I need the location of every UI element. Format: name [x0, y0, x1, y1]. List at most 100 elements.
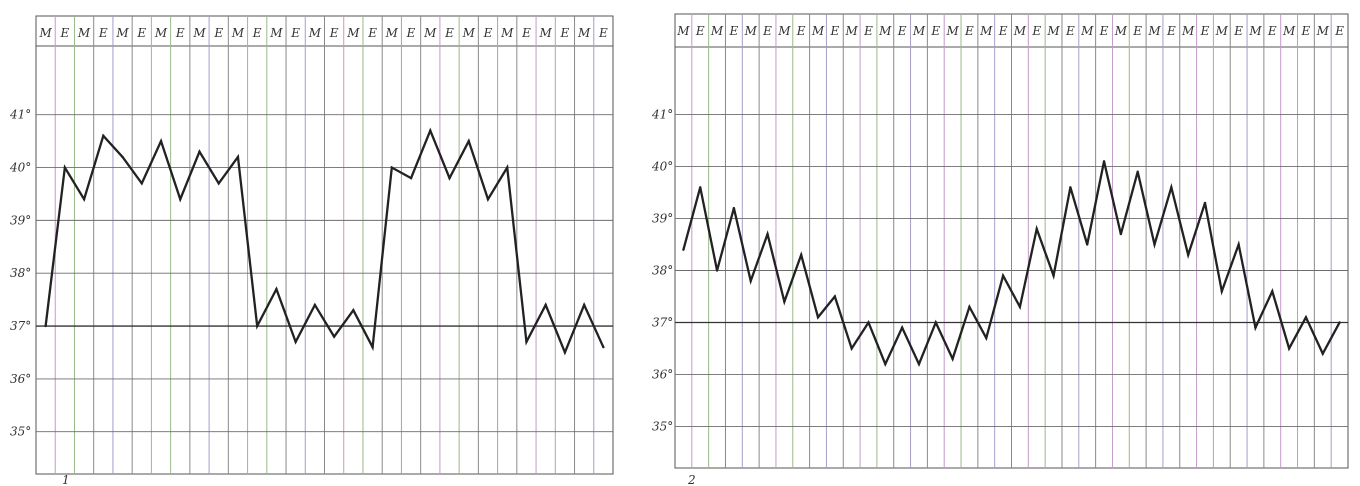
column-header-label: E — [560, 26, 570, 40]
column-header-label: M — [154, 26, 168, 40]
data-point — [140, 182, 143, 185]
data-point — [1001, 274, 1005, 277]
data-point — [1153, 243, 1156, 246]
column-header-label: M — [945, 24, 959, 38]
data-point — [332, 335, 336, 338]
data-point — [217, 182, 220, 185]
data-point — [82, 198, 86, 201]
data-point — [563, 351, 567, 354]
data-point — [255, 324, 259, 328]
column-header-label: M — [308, 26, 322, 40]
column-header-label: E — [1166, 24, 1176, 38]
y-tick-label: 41° — [9, 108, 31, 122]
data-point — [1035, 227, 1038, 231]
figure-number: 1 — [62, 473, 70, 486]
y-tick-label: 35° — [652, 419, 673, 433]
column-header-label: E — [1301, 24, 1311, 38]
y-tick-label: 38° — [652, 263, 673, 277]
column-header-label: E — [252, 26, 262, 40]
column-header-label: E — [729, 24, 739, 38]
column-header-label: E — [59, 26, 69, 40]
column-header-label: M — [777, 24, 791, 38]
data-point — [985, 336, 988, 340]
column-header-label: M — [878, 24, 892, 38]
column-header-label: M — [500, 26, 514, 40]
column-header-label: E — [1065, 24, 1075, 38]
column-header-label: M — [423, 26, 437, 40]
column-header-label: M — [1282, 24, 1296, 38]
y-tick-label: 38° — [10, 266, 31, 280]
data-point — [102, 134, 105, 138]
column-header-label: M — [1147, 24, 1161, 38]
column-header-label: M — [115, 26, 129, 40]
column-header-label: E — [98, 26, 108, 40]
data-point — [1086, 243, 1089, 246]
data-point — [816, 316, 820, 319]
data-point — [1220, 290, 1224, 293]
data-point — [467, 139, 470, 143]
column-header-label: E — [1334, 24, 1344, 38]
y-tick-label: 36° — [652, 367, 673, 381]
y-tick-label: 35° — [10, 425, 31, 439]
column-header-label: M — [1181, 24, 1195, 38]
column-header-label: M — [710, 24, 724, 38]
column-header-label: E — [290, 26, 300, 40]
column-header-label: M — [1013, 24, 1027, 38]
column-header-label: M — [1248, 24, 1262, 38]
column-header-label: E — [998, 24, 1008, 38]
column-header-label: M — [385, 26, 399, 40]
data-point — [409, 176, 413, 180]
column-header-label: E — [1031, 24, 1041, 38]
data-point — [900, 326, 904, 329]
column-header-label: M — [38, 26, 52, 40]
data-point — [352, 308, 355, 312]
column-header-label: M — [1114, 24, 1128, 38]
data-point — [1321, 352, 1324, 355]
data-point — [1338, 321, 1341, 324]
data-point — [1271, 290, 1274, 293]
column-header-label: E — [483, 26, 493, 40]
figure-number: 2 — [687, 473, 696, 486]
data-point — [783, 300, 786, 303]
column-header-label: E — [897, 24, 907, 38]
data-point — [1102, 160, 1106, 163]
data-point — [198, 150, 201, 153]
chart-1: M E M E M E M E M E M E M E M E M E M E M E M E M E M E M E41°40°39°3… — [9, 15, 614, 486]
column-header-label: M — [912, 24, 926, 38]
column-header-label: M — [1215, 24, 1229, 38]
column-header-label: E — [796, 24, 806, 38]
column-header-label: E — [329, 26, 339, 40]
data-point — [159, 139, 163, 143]
data-point — [275, 287, 278, 291]
temperature-series-line — [44, 127, 605, 356]
data-point — [884, 362, 887, 366]
data-point — [506, 166, 509, 169]
data-point — [1304, 316, 1308, 319]
data-point — [1069, 186, 1072, 189]
data-point — [951, 357, 954, 361]
data-point — [917, 362, 921, 366]
column-header-label: E — [829, 24, 839, 38]
column-header-label: E — [863, 24, 873, 38]
column-header-label: E — [136, 26, 146, 40]
column-header-label: E — [598, 26, 608, 40]
column-header-label: M — [979, 24, 993, 38]
data-point — [602, 345, 605, 349]
y-tick-label: 36° — [10, 372, 31, 386]
y-tick-label: 41° — [651, 108, 673, 122]
data-point — [236, 155, 240, 159]
column-header-label: E — [1099, 24, 1109, 38]
data-point — [525, 340, 528, 344]
y-tick-label: 37° — [652, 315, 673, 329]
column-header-label: E — [521, 26, 531, 40]
data-point — [934, 321, 937, 324]
data-point — [179, 198, 182, 201]
column-header-label: M — [1316, 24, 1330, 38]
data-point — [544, 303, 547, 307]
data-point — [682, 248, 685, 251]
temperature-series-line — [682, 161, 1341, 367]
data-point — [1170, 186, 1173, 189]
column-header-label: E — [1200, 24, 1210, 38]
data-point — [699, 186, 702, 189]
